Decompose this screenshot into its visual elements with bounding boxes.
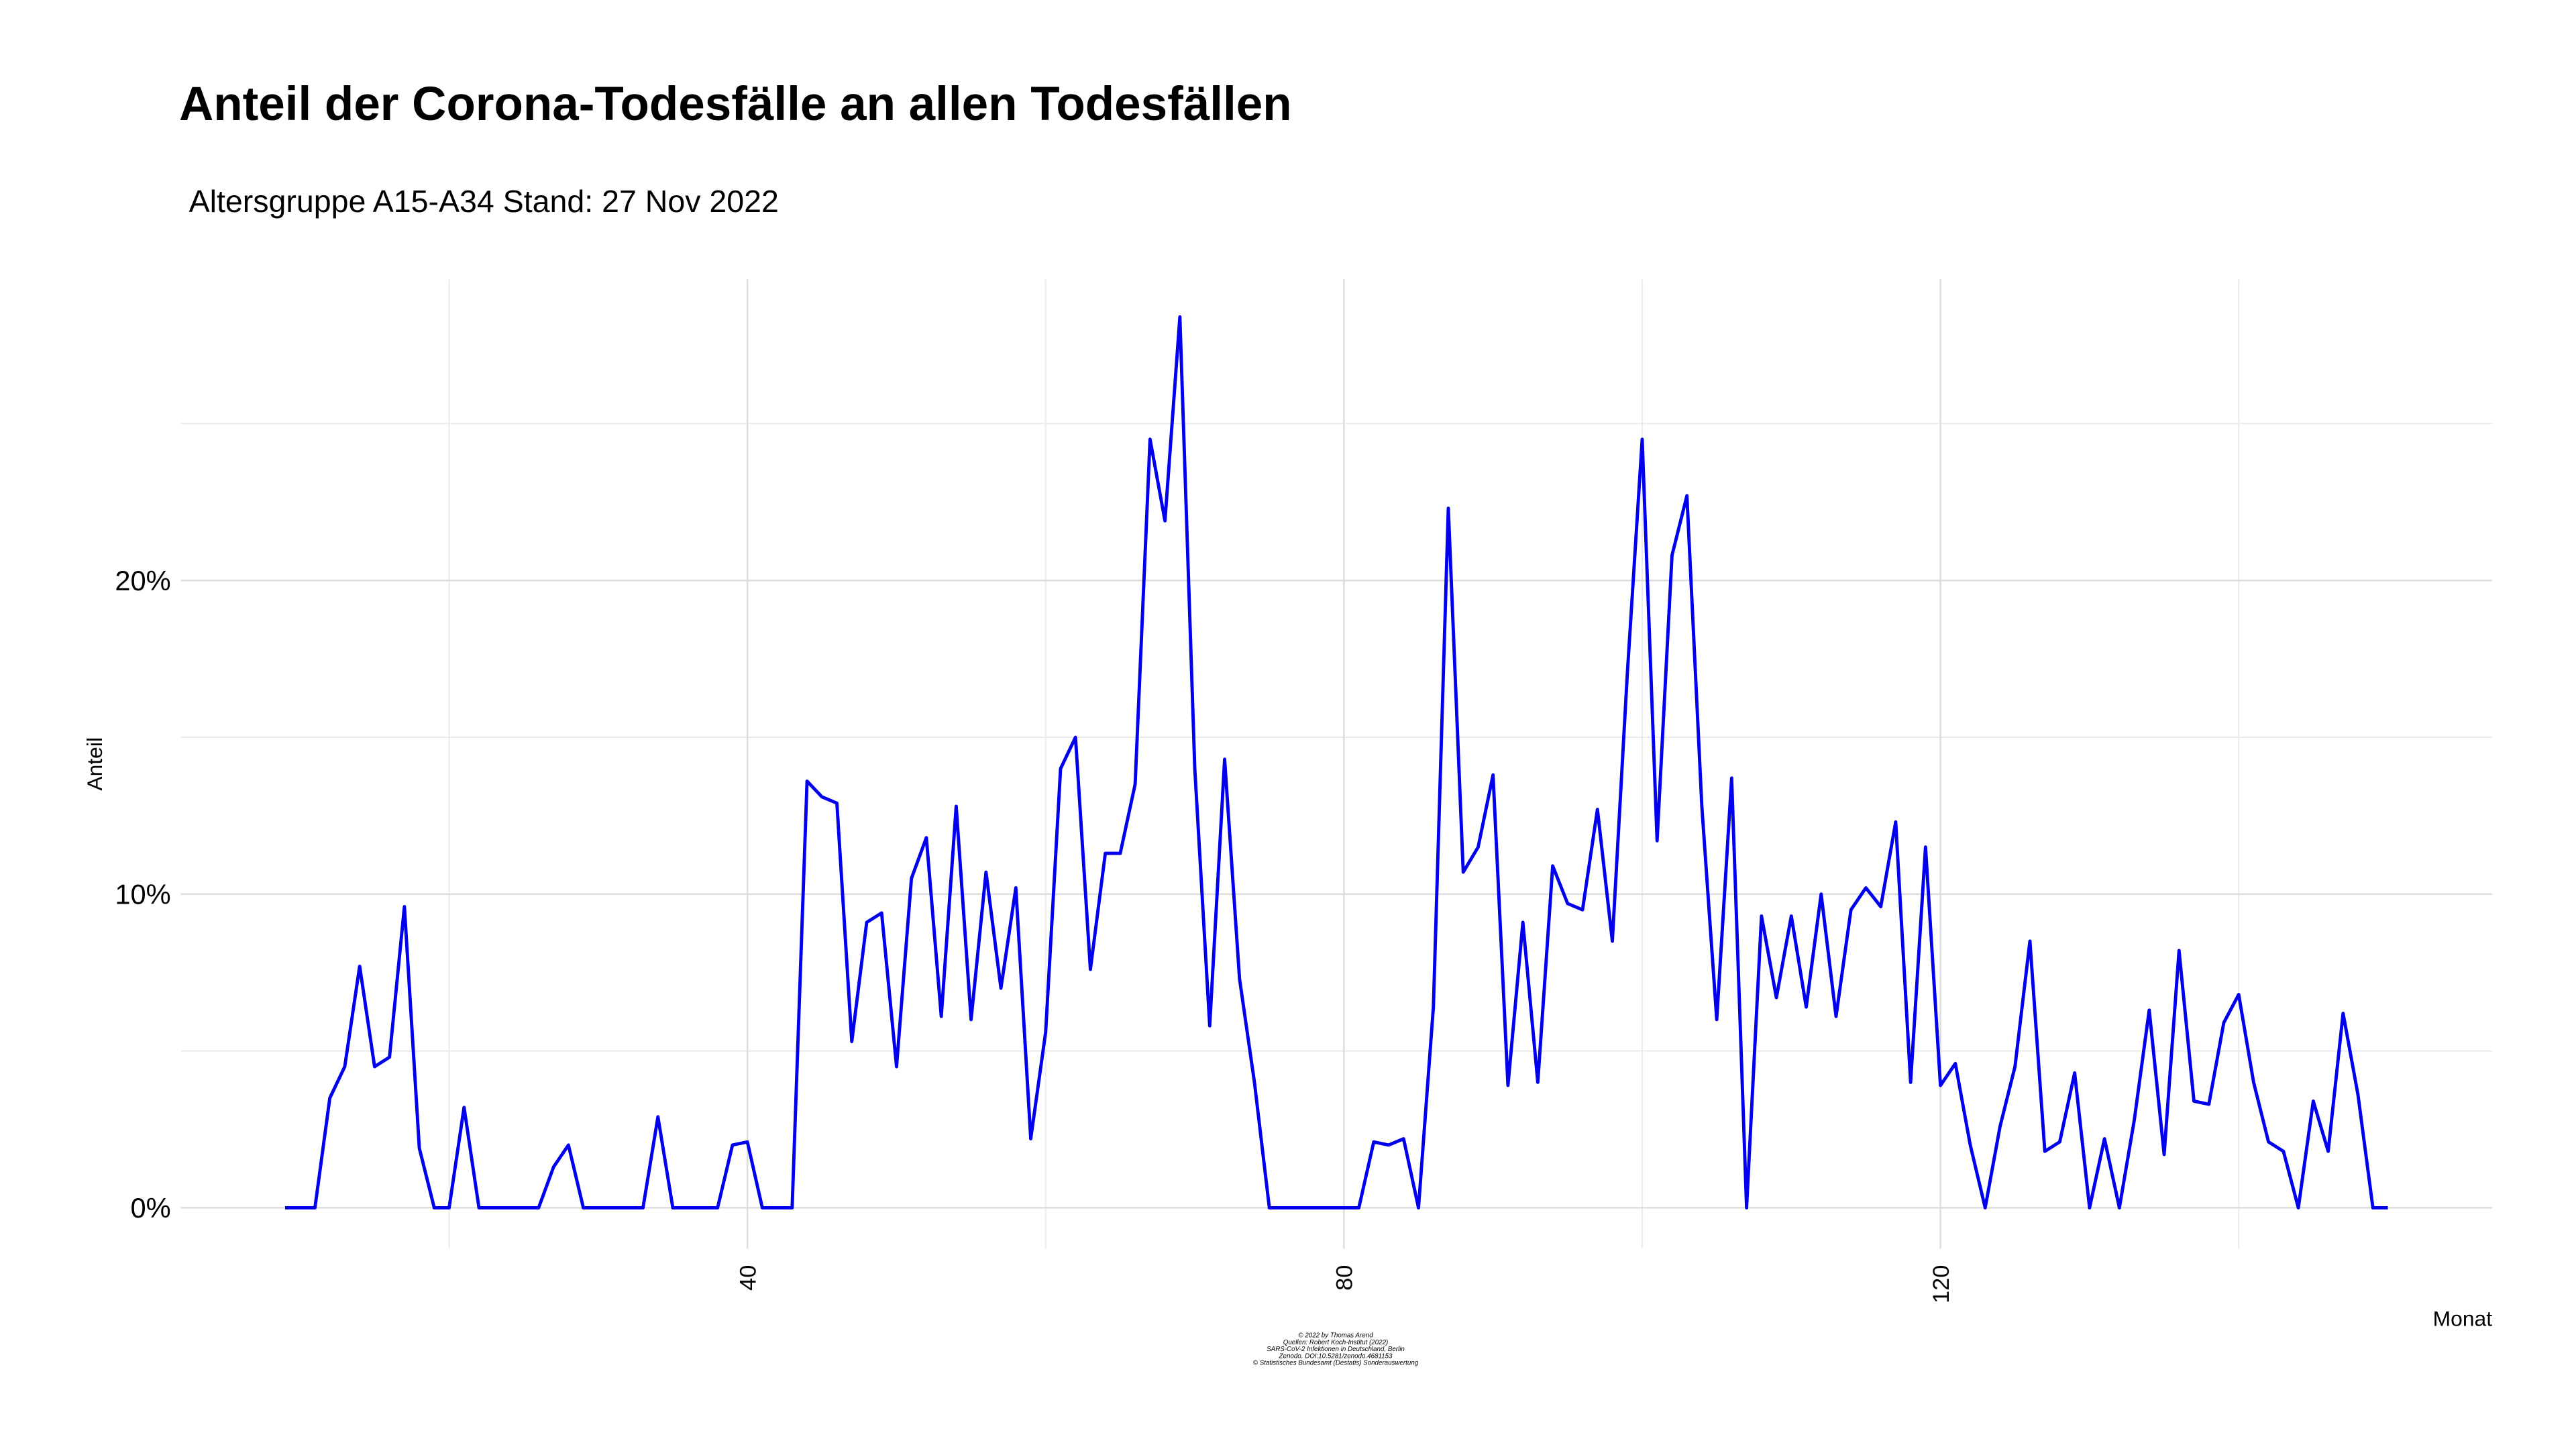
caption-line: SARS-CoV-2 Infektionen in Deutschland, B…: [1267, 1346, 1405, 1353]
x-tick-label: 40: [735, 1265, 761, 1291]
x-axis-label: Monat: [2433, 1306, 2493, 1330]
y-axis-label: Anteil: [83, 737, 107, 791]
plot-area: [284, 315, 2388, 1210]
caption-line: Zenodo. DOI:10.5281/zenodo.4681153: [1279, 1352, 1393, 1360]
y-tick-label: 10%: [115, 879, 170, 910]
y-tick-label: 0%: [131, 1192, 171, 1224]
x-tick-label: 80: [1332, 1265, 1358, 1291]
caption-line: © Statistisches Bundesamt (Destatis) Son…: [1253, 1360, 1419, 1367]
grid: [180, 279, 2493, 1249]
caption-line: Quellen: Robert Koch-Institut (2022): [1283, 1339, 1389, 1346]
chart-subtitle: Altersgruppe A15-A34 Stand: 27 Nov 2022: [189, 184, 779, 219]
chart-title: Anteil der Corona-Todesfälle an allen To…: [179, 78, 1292, 131]
y-tick-label: 20%: [115, 565, 170, 596]
x-tick-label: 120: [1929, 1265, 1954, 1303]
data-line: [284, 315, 2388, 1210]
caption-line: © 2022 by Thomas Arend: [1298, 1332, 1373, 1339]
